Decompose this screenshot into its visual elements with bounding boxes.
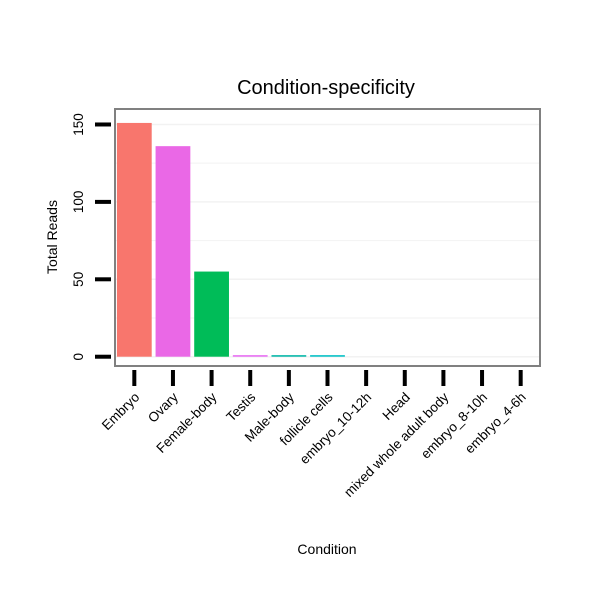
bar [116,122,152,357]
bars [116,122,345,357]
y-tick-label: 100 [71,191,86,214]
bar [155,146,191,357]
y-axis-title: Total Reads [44,200,60,274]
x-tick-label: embryo_10-12h [297,390,374,467]
x-tick-label: Head [379,390,412,423]
bar [232,355,268,357]
x-tick-label: Testis [223,389,258,424]
y-tick-label: 0 [71,353,86,361]
plot-border [114,108,541,367]
x-tick-label: Ovary [145,389,181,425]
bar [271,355,307,357]
y-axis: 0 50 100 150 [71,113,111,360]
bar [194,271,229,357]
x-tick-label: Embryo [99,390,142,433]
bar [310,355,345,357]
y-tick-label: 50 [71,272,86,287]
x-axis-title: Condition [297,541,356,557]
chart-title: Condition-specificity [237,77,415,99]
y-tick-label: 150 [71,113,86,136]
